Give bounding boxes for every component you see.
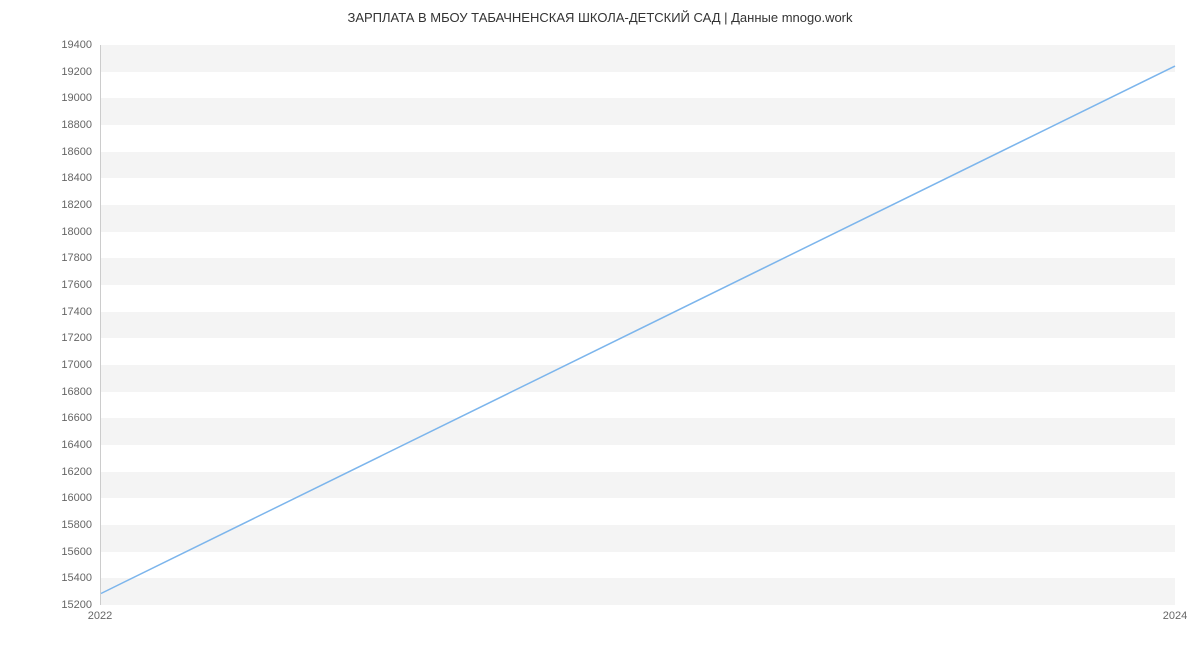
y-axis-tick-label: 15400 [12, 572, 92, 584]
y-axis-tick-label: 15600 [12, 546, 92, 558]
y-axis-tick-label: 15200 [12, 599, 92, 611]
x-axis-tick-label: 2022 [88, 610, 112, 622]
y-axis-tick-label: 15800 [12, 519, 92, 531]
y-axis-tick-label: 17400 [12, 306, 92, 318]
y-axis-tick-label: 18400 [12, 172, 92, 184]
y-axis-tick-label: 17600 [12, 279, 92, 291]
y-axis-tick-label: 17200 [12, 332, 92, 344]
y-axis-tick-label: 16000 [12, 492, 92, 504]
chart-title: ЗАРПЛАТА В МБОУ ТАБАЧНЕНСКАЯ ШКОЛА-ДЕТСК… [0, 10, 1200, 25]
y-axis-tick-label: 16800 [12, 386, 92, 398]
y-axis-tick-label: 16200 [12, 466, 92, 478]
y-axis-tick-label: 18600 [12, 146, 92, 158]
y-axis-tick-label: 17800 [12, 252, 92, 264]
y-axis-tick-label: 19200 [12, 66, 92, 78]
y-axis-tick-label: 19400 [12, 39, 92, 51]
y-axis-tick-label: 18800 [12, 119, 92, 131]
y-axis-tick-label: 18000 [12, 226, 92, 238]
y-axis-tick-label: 18200 [12, 199, 92, 211]
x-axis-tick-label: 2024 [1163, 610, 1187, 622]
y-axis-tick-label: 17000 [12, 359, 92, 371]
y-axis-tick-label: 19000 [12, 92, 92, 104]
plot-area [100, 45, 1175, 605]
y-axis-tick-label: 16600 [12, 412, 92, 424]
line-series [101, 45, 1175, 604]
y-axis-tick-label: 16400 [12, 439, 92, 451]
